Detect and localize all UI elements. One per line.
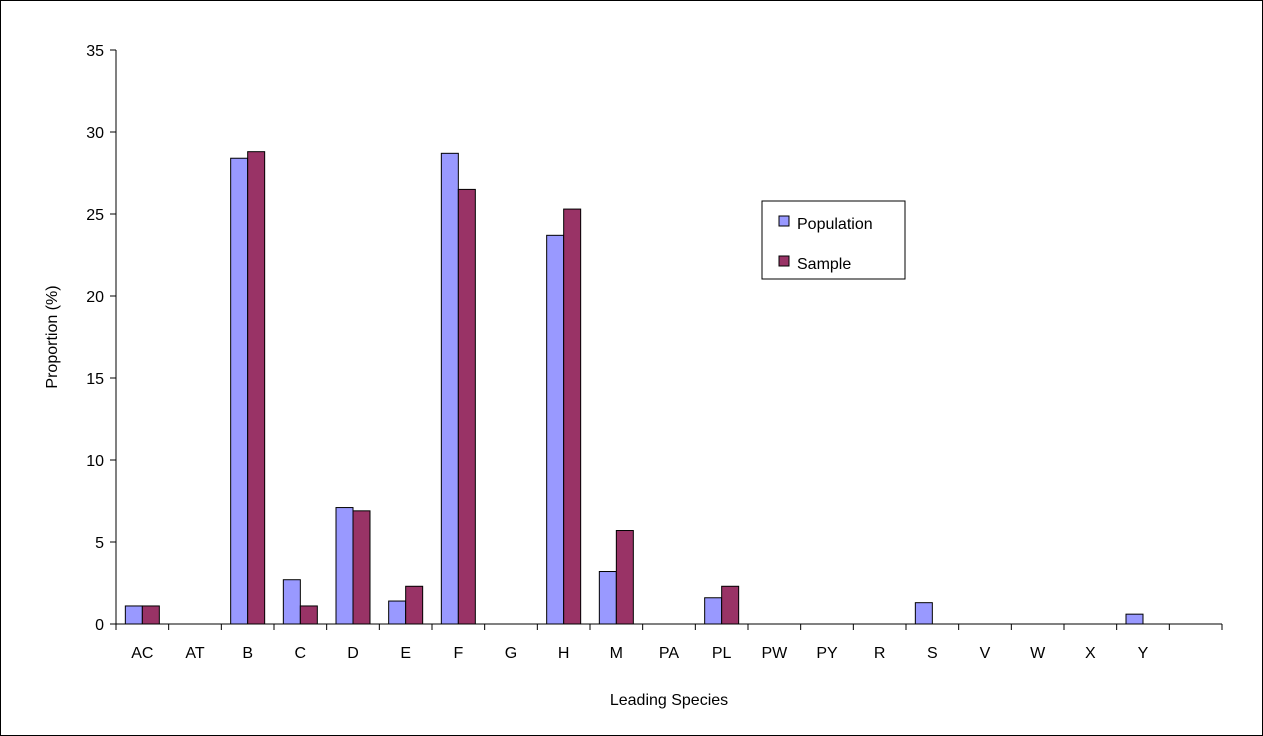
bar-population-s	[914, 602, 933, 625]
x-axis-ticks: AC AT B C D E F G H M PA PL PW PY R S V W X Y	[115, 624, 1223, 662]
bar-population-e	[388, 600, 407, 625]
bar-population-d	[335, 507, 354, 625]
x-tick-label: PA	[659, 645, 679, 662]
bar-population-b	[230, 157, 249, 625]
bar-population-f	[440, 152, 459, 625]
x-tick-label: PL	[712, 645, 732, 662]
legend-label-population: Population	[797, 216, 873, 233]
x-tick-label: Y	[1138, 645, 1149, 662]
x-tick-label: C	[295, 645, 307, 662]
bar-sample-c	[299, 605, 318, 625]
legend-label-sample: Sample	[797, 256, 851, 273]
bar-sample-pl	[721, 585, 740, 625]
x-tick-label: PW	[761, 645, 788, 662]
bars	[124, 151, 1144, 625]
y-tick-label: 10	[86, 453, 104, 470]
x-tick-label: V	[980, 645, 991, 662]
x-tick-label: X	[1085, 645, 1096, 662]
bar-sample-m	[615, 530, 634, 625]
bar-sample-f	[457, 188, 476, 625]
x-tick-label: G	[505, 645, 517, 662]
x-tick-label: W	[1030, 645, 1046, 662]
x-tick-label: M	[610, 645, 623, 662]
x-tick-label: S	[927, 645, 938, 662]
bar-sample-h	[563, 208, 582, 625]
y-tick-label: 30	[86, 125, 104, 142]
y-tick-label: 25	[86, 207, 104, 224]
bar-sample-e	[405, 585, 424, 625]
bar-population-c	[282, 579, 301, 625]
x-tick-label: PY	[816, 645, 838, 662]
x-tick-label: D	[347, 645, 359, 662]
x-tick-label: H	[558, 645, 570, 662]
bar-population-ac	[124, 605, 143, 625]
y-tick-label: 20	[86, 289, 104, 306]
legend: Population Sample	[761, 200, 906, 280]
legend-swatch-population	[778, 215, 790, 227]
x-tick-label: R	[874, 645, 886, 662]
y-axis-ticks: 0 5 10 15 20 25 30 35	[86, 43, 116, 634]
legend-swatch-sample	[778, 255, 790, 267]
x-tick-label: AC	[131, 645, 153, 662]
x-tick-label: F	[453, 645, 463, 662]
bar-sample-ac	[141, 605, 160, 625]
y-tick-label: 15	[86, 371, 104, 388]
y-axis-title: Proportion (%)	[44, 285, 61, 388]
x-tick-label: AT	[185, 645, 204, 662]
y-tick-label: 5	[95, 535, 104, 552]
bar-population-pl	[704, 597, 723, 625]
bar-population-h	[546, 234, 565, 625]
y-tick-label: 0	[95, 617, 104, 634]
x-tick-label: B	[242, 645, 253, 662]
bar-sample-b	[247, 151, 266, 625]
bar-population-m	[598, 571, 617, 625]
x-axis-title: Leading Species	[610, 692, 728, 709]
bar-sample-d	[352, 510, 371, 625]
y-tick-label: 35	[86, 43, 104, 60]
bar-population-y	[1125, 613, 1144, 625]
x-tick-label: E	[400, 645, 411, 662]
